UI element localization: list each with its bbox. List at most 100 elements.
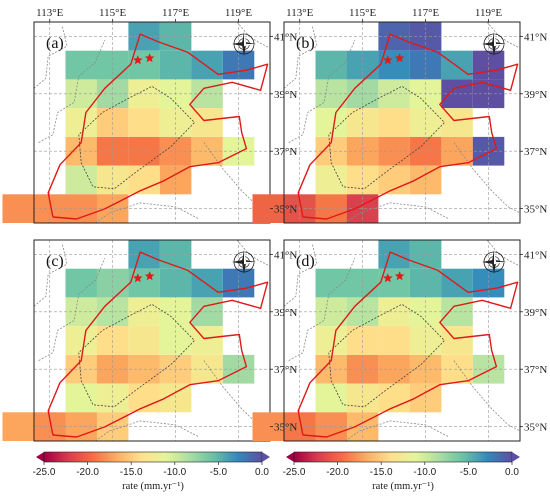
grid-cell: [315, 326, 347, 355]
admin-boundary: [453, 360, 521, 432]
grid-cell: [409, 268, 442, 298]
admin-boundary: [486, 21, 521, 49]
grid-cell: [65, 165, 97, 195]
panel-label: (d): [296, 253, 315, 270]
compass-rose-icon: [232, 250, 256, 274]
colorbar: -25.0 -20.0 -15.0 -10.0 -5.0 0.0 rate (mm.yr⁻¹…: [283, 451, 520, 492]
lat-tick-label: 35°N: [524, 422, 547, 434]
grid-cell: [96, 136, 129, 166]
lon-tick-label: 119°E: [475, 7, 502, 19]
lon-tick-label: 117°E: [162, 7, 189, 19]
lon-tick-label: 113°E: [36, 7, 63, 19]
admin-boundary: [288, 39, 356, 143]
lat-tick-label: 35°N: [274, 422, 297, 434]
inner-boundary: [328, 303, 446, 408]
map-panel: (b): [252, 21, 521, 224]
map-frame: [33, 21, 271, 224]
admin-boundary: [486, 239, 521, 267]
lon-tick-label: 115°E: [349, 7, 376, 19]
city-star-marker: [144, 271, 155, 281]
colorbar-min-arrow: [286, 452, 294, 462]
grid-cell: [346, 268, 379, 298]
grid-cell: [472, 50, 505, 80]
admin-boundary: [95, 202, 200, 224]
lat-tick-label: 41°N: [274, 249, 297, 261]
map-panel: (a): [2, 21, 271, 224]
lat-tick-label: 39°N: [524, 307, 547, 319]
grid-cell: [315, 165, 347, 195]
grid-cell: [346, 50, 379, 80]
grid-cell: [441, 50, 473, 80]
grid-cell: [96, 268, 129, 298]
grid-cell: [96, 354, 129, 384]
city-star-marker: [383, 273, 393, 283]
grid-cell: [222, 268, 255, 298]
map-frame: [283, 239, 521, 442]
colorbar-tick-label: 0.0: [255, 467, 269, 478]
lon-tick-label: 117°E: [412, 7, 439, 19]
inner-boundary: [328, 85, 446, 190]
study-area-outline: [297, 251, 519, 438]
colorbar-tick-label: -5.0: [460, 467, 478, 478]
colorbar-tick-label: -10.0: [413, 467, 436, 478]
admin-boundary: [38, 257, 106, 361]
grid-cell: [2, 412, 34, 441]
lat-tick-label: 41°N: [524, 31, 547, 43]
grid-cell: [346, 354, 379, 384]
axis-ticks-layer: 113°E 115°E 117°E 119°E 41°N 39°N 37°N 35°N 113°…: [36, 7, 547, 434]
city-star-marker: [383, 55, 393, 65]
admin-boundary: [453, 142, 521, 214]
colorbar-label: rate (mm.yr⁻¹): [372, 481, 434, 492]
lon-tick-label: 119°E: [225, 7, 252, 19]
colorbar-bar: [43, 451, 263, 463]
admin-boundary: [345, 420, 450, 442]
lat-tick-label: 35°N: [524, 204, 547, 216]
grid-cell: [128, 165, 160, 195]
colorbar-tick-label: 0.0: [505, 467, 519, 478]
city-star-marker: [133, 273, 143, 283]
panels-layer: (a) (b) (c) (d): [2, 21, 521, 442]
lat-tick-label: 35°N: [274, 204, 297, 216]
grid-cell: [128, 326, 160, 355]
admin-boundary: [95, 420, 200, 442]
grid-cell: [159, 268, 192, 298]
admin-boundary: [236, 21, 271, 49]
panel-label: (c): [46, 253, 64, 270]
grid-cell: [222, 50, 255, 80]
map-panel: (d): [252, 239, 521, 442]
grid-cell: [378, 383, 410, 413]
colorbar-tick-label: -25.0: [283, 467, 306, 478]
colorbars-layer: -25.0 -20.0 -15.0 -10.0 -5.0 0.0 rate (mm.yr⁻¹…: [33, 451, 520, 492]
study-area-outline: [47, 33, 269, 220]
grid-cell: [191, 50, 223, 80]
admin-boundary: [288, 257, 356, 361]
grid-cell: [65, 108, 97, 137]
colorbar-bar: [293, 451, 513, 463]
grid-cell: [252, 412, 284, 441]
lat-tick-label: 39°N: [524, 89, 547, 101]
map-panel: (c): [2, 239, 271, 442]
grid-cell: [65, 326, 97, 355]
lon-tick-label: 113°E: [286, 7, 313, 19]
compass-rose-icon: [482, 250, 506, 274]
map-frame: [33, 239, 271, 442]
colorbar-tick-label: -15.0: [120, 467, 143, 478]
grid-cell: [252, 194, 284, 223]
city-star-marker: [394, 53, 405, 63]
compass-rose-icon: [482, 32, 506, 56]
city-star-marker: [394, 271, 405, 281]
grid-cell: [2, 194, 34, 223]
compass-rose-icon: [232, 32, 256, 56]
grid-cell: [65, 383, 97, 413]
grid-cell: [472, 268, 505, 298]
admin-boundary: [38, 39, 106, 143]
colorbar-tick-label: -15.0: [370, 467, 393, 478]
grid-cell: [378, 108, 410, 137]
panel-label: (a): [46, 35, 64, 52]
grid-cell: [315, 108, 347, 137]
lat-tick-label: 37°N: [274, 146, 297, 158]
admin-boundary: [345, 202, 450, 224]
panel-label: (b): [296, 35, 315, 52]
lat-tick-label: 37°N: [524, 146, 547, 158]
